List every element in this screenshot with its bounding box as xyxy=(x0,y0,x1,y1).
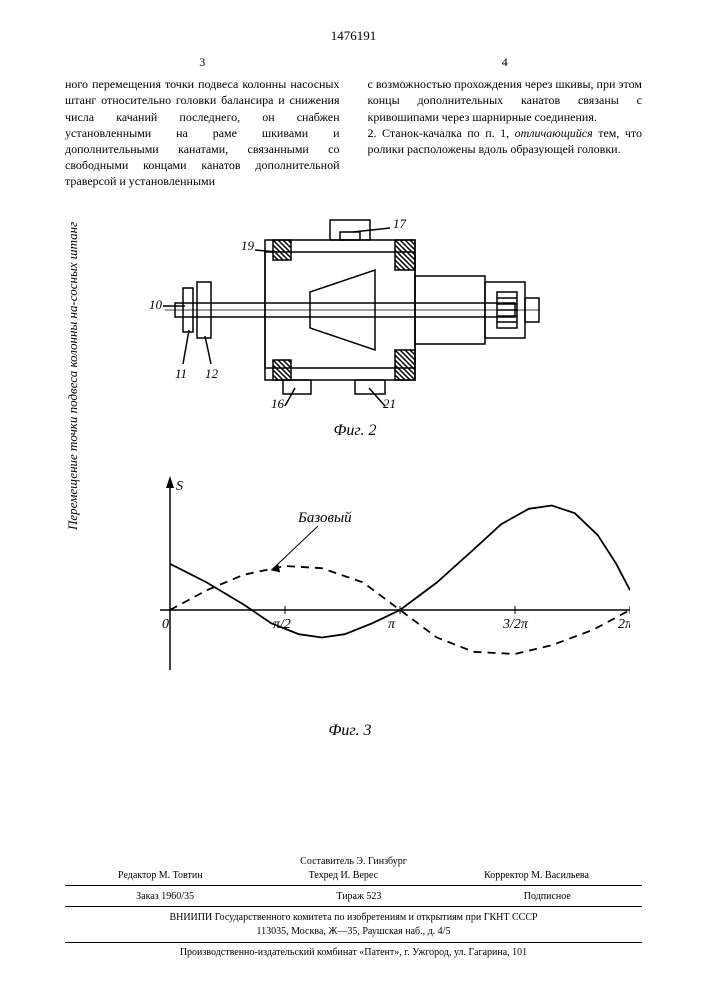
svg-text:Базовый: Базовый xyxy=(297,510,352,526)
footer-publisher: Производственно-издательский комбинат «П… xyxy=(65,946,642,960)
figure-3: Перемещение точки подвеса колонны на-сос… xyxy=(70,470,630,760)
footer-corrector: Корректор М. Васильева xyxy=(484,869,589,883)
footer-vniipi: ВНИИПИ Государственного комитета по изоб… xyxy=(65,911,642,925)
column-3: 3 ного перемещения точки подвеса колонны… xyxy=(65,54,340,190)
figure-2: 17 19 10 11 12 16 21 Фиг. 2 xyxy=(145,210,565,440)
col3-number: 3 xyxy=(65,54,340,70)
svg-text:3/2π: 3/2π xyxy=(502,617,529,632)
svg-text:0: 0 xyxy=(162,617,169,632)
text-columns: 3 ного перемещения точки подвеса колонны… xyxy=(0,54,707,190)
patent-number: 1476191 xyxy=(0,0,707,54)
footer: Составитель Э. Гинзбург Редактор М. Товт… xyxy=(65,855,642,960)
fig3-label: Фиг. 3 xyxy=(70,722,630,740)
col4-body: с возможностью прохождения через шкивы, … xyxy=(368,76,643,157)
footer-editor: Редактор М. Товтин xyxy=(118,869,203,883)
fig2-drawing: 17 19 10 11 12 16 21 xyxy=(145,210,565,410)
svg-text:2π: 2π xyxy=(618,617,630,632)
svg-text:11: 11 xyxy=(175,366,187,381)
svg-text:π: π xyxy=(388,617,396,632)
svg-text:17: 17 xyxy=(393,216,407,231)
col4-para2b: отличающийся xyxy=(515,126,593,140)
column-4: 4 с возможностью прохождения через шкивы… xyxy=(368,54,643,190)
fig2-label: Фиг. 2 xyxy=(145,422,565,440)
svg-text:S: S xyxy=(176,479,183,494)
footer-address: 113035, Москва, Ж—35, Раушская наб., д. … xyxy=(65,925,642,939)
footer-signed: Подписное xyxy=(524,890,571,904)
col4-para2a: 2. Станок-качалка по п. 1, xyxy=(368,126,515,140)
svg-text:12: 12 xyxy=(205,366,219,381)
col4-number: 4 xyxy=(368,54,643,70)
col4-para1: с возможностью прохождения через шкивы, … xyxy=(368,77,643,123)
svg-text:16: 16 xyxy=(271,396,285,410)
fig3-chart: Sωt0π/2π3/2π2πБазовый xyxy=(70,470,630,710)
footer-compiler: Составитель Э. Гинзбург xyxy=(65,855,642,869)
svg-text:10: 10 xyxy=(149,297,163,312)
fig3-y-axis-label: Перемещение точки подвеса колонны на-сос… xyxy=(65,330,81,530)
svg-text:21: 21 xyxy=(383,396,396,410)
col3-body: ного перемещения точки подвеса колонны н… xyxy=(65,76,340,189)
footer-tirazh: Тираж 523 xyxy=(336,890,381,904)
footer-order: Заказ 1960/35 xyxy=(136,890,194,904)
svg-text:19: 19 xyxy=(241,238,255,253)
footer-techred: Техред И. Верес xyxy=(309,869,378,883)
